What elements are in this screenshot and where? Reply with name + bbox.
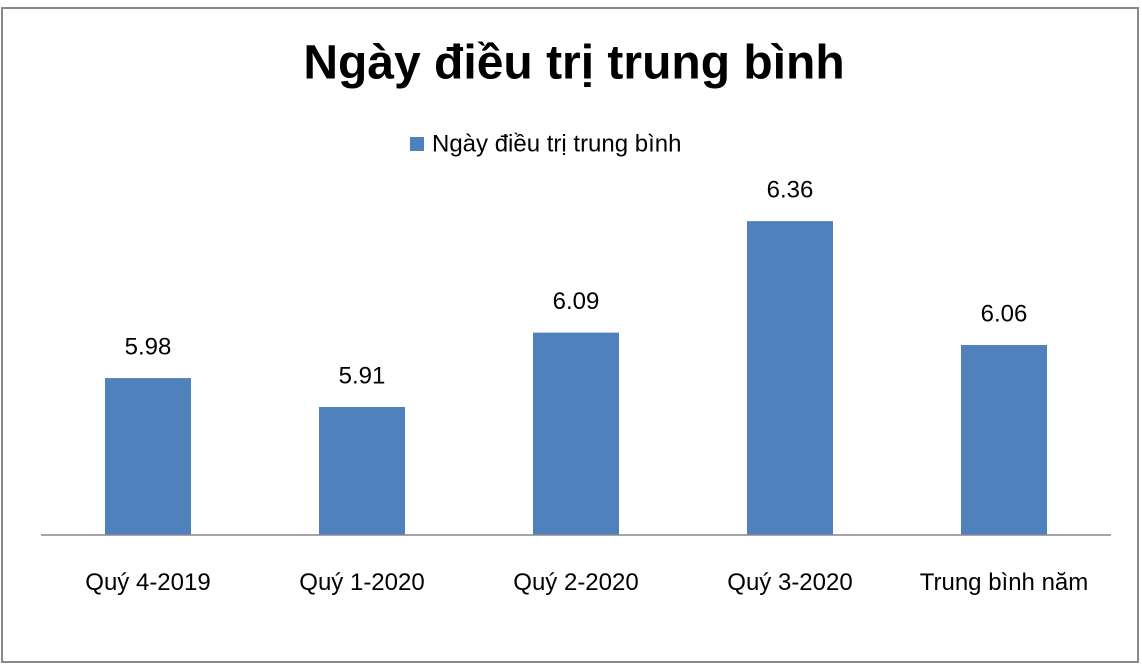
x-tick-label: Quý 2-2020 [513,569,639,596]
data-label: 6.36 [767,176,814,203]
data-label: 6.06 [981,300,1028,327]
x-tick-label: Quý 3-2020 [727,569,853,596]
x-tick-label: Quý 4-2019 [85,569,211,596]
bar [105,378,191,535]
data-label: 5.91 [339,362,386,389]
legend-marker [410,137,424,151]
bar [961,345,1047,535]
x-tick-label: Quý 1-2020 [299,569,425,596]
bar [319,406,405,535]
chart-title: Ngày điều trị trung bình [303,37,844,90]
data-label: 6.09 [553,288,600,315]
bar [533,332,619,535]
x-tick-label: Trung bình năm [919,569,1089,596]
bar [747,221,833,535]
data-label: 5.98 [125,333,172,360]
legend-label: Ngày điều trị trung bình [432,130,681,157]
